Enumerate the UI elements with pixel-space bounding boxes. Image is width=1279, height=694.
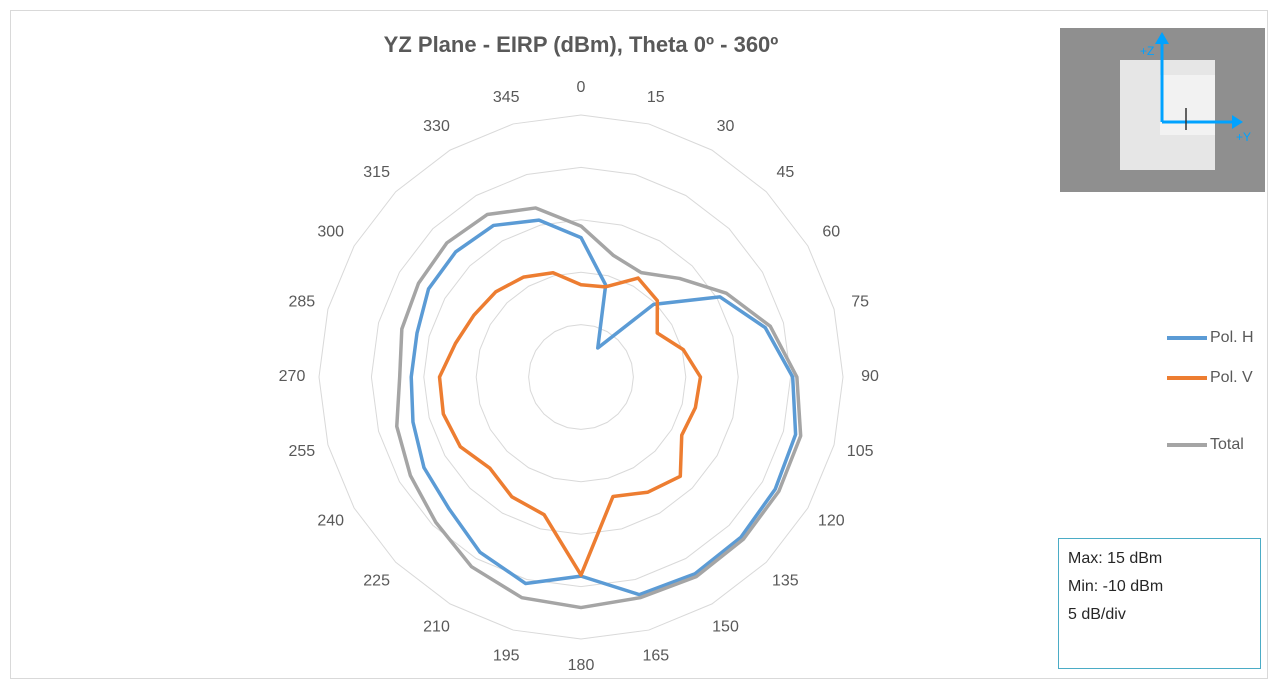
angle-label: 255: [288, 443, 315, 460]
angle-label: 330: [423, 118, 450, 135]
angle-label: 75: [851, 293, 869, 310]
series-line: [437, 270, 703, 577]
device-part: [1160, 75, 1215, 135]
info-text: Max: 15 dBm: [1068, 550, 1162, 567]
chart-title: YZ Plane - EIRP (dBm), Theta 0º - 360º: [384, 32, 779, 57]
angle-label: 30: [717, 118, 735, 135]
series-line: [395, 206, 803, 610]
angle-label: 105: [847, 443, 874, 460]
angle-label: 165: [642, 647, 669, 664]
grid-ring: [528, 324, 634, 430]
angle-label: 270: [279, 368, 306, 385]
angle-label: 60: [822, 224, 840, 241]
angle-label: 195: [493, 647, 520, 664]
angle-label: 15: [647, 89, 665, 106]
angle-label: 225: [363, 573, 390, 590]
inset-label: +Y: [1236, 130, 1251, 144]
legend-label: Pol. H: [1210, 329, 1254, 346]
angle-label: 90: [861, 368, 879, 385]
angle-label: 300: [317, 224, 344, 241]
grid-ring: [370, 166, 792, 588]
angle-label: 345: [493, 89, 520, 106]
info-text: 5 dB/div: [1068, 606, 1126, 623]
angle-label: 150: [712, 619, 739, 636]
legend-label: Total: [1210, 436, 1244, 453]
angle-label: 120: [818, 513, 845, 530]
grid-ring: [475, 271, 687, 483]
inset-photo: +Z +Y: [1060, 28, 1265, 192]
arrow-head: [1155, 32, 1169, 44]
grid-ring: [318, 114, 844, 640]
angle-label: 45: [776, 164, 794, 181]
arrow-head: [1232, 115, 1243, 129]
angle-label: 0: [577, 79, 586, 96]
info-box: [1058, 538, 1261, 669]
legend-label: Pol. V: [1210, 369, 1253, 386]
angle-label: 285: [288, 293, 315, 310]
angle-label: 240: [317, 513, 344, 530]
angle-label: 315: [363, 164, 390, 181]
inset-label: +Z: [1140, 44, 1154, 58]
info-text: Min: -10 dBm: [1068, 578, 1163, 595]
angle-label: 135: [772, 573, 799, 590]
angle-label: 210: [423, 619, 450, 636]
angle-label: 180: [568, 657, 595, 674]
